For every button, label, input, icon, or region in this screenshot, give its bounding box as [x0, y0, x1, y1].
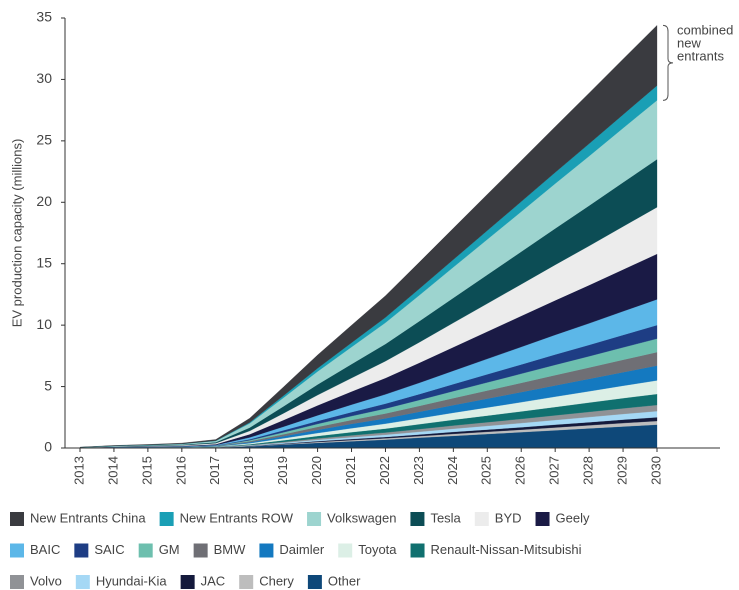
legend-swatch [75, 575, 90, 589]
x-tick-label: 2017 [207, 456, 222, 485]
legend-label: Volvo [30, 573, 62, 588]
x-tick-label: 2026 [513, 456, 528, 485]
x-tick-label: 2015 [139, 456, 154, 485]
area [79, 25, 658, 448]
legend-label: Chery [259, 573, 294, 588]
legend-swatch [338, 543, 353, 558]
y-axis-label: EV production capacity (millions) [9, 139, 24, 328]
x-tick-label: 2022 [377, 456, 392, 485]
x-tick-label: 2024 [445, 456, 460, 485]
x-tick-label: 2028 [581, 456, 596, 485]
legend-swatch [307, 512, 322, 526]
legend-swatch [138, 543, 153, 558]
x-tick-label: 2018 [241, 456, 256, 485]
y-tick-label: 15 [36, 254, 52, 270]
legend-label: SAIC [94, 542, 124, 557]
x-tick-label: 2023 [411, 456, 426, 485]
y-tick-label: 10 [36, 316, 52, 332]
x-tick-label: 2020 [309, 456, 324, 485]
legend-label: New Entrants ROW [180, 510, 294, 525]
x-tick-label: 2027 [547, 456, 562, 485]
legend-swatch [10, 543, 24, 558]
x-tick-label: 2019 [275, 456, 290, 485]
y-tick-label: 20 [36, 193, 52, 209]
x-tick-label: 2025 [479, 456, 494, 485]
legend-label: BAIC [30, 542, 60, 557]
y-tick-label: 30 [36, 70, 52, 86]
x-tick-label: 2013 [71, 456, 86, 485]
x-tick-label: 2030 [648, 456, 663, 485]
legend-swatch [307, 575, 322, 589]
legend-label: Volkswagen [327, 510, 396, 525]
legend-swatch [535, 512, 550, 526]
x-tick-label: 2016 [173, 456, 188, 485]
legend-swatch [74, 543, 89, 558]
legend-swatch [10, 512, 24, 526]
legend-swatch [10, 575, 24, 589]
legend-label: Geely [556, 510, 590, 525]
legend-swatch [159, 512, 174, 526]
y-tick-label: 25 [36, 132, 52, 148]
legend-label: Toyota [358, 542, 397, 557]
legend-label: Daimler [279, 542, 324, 557]
legend-label: New Entrants China [30, 510, 146, 525]
legend-label: Hyundai-Kia [96, 573, 168, 588]
legend-label: JAC [201, 573, 226, 588]
y-tick-label: 35 [36, 9, 52, 25]
legend-label: Other [328, 573, 361, 588]
legend-swatch [259, 543, 274, 558]
legend-label: Renault-Nissan-Mitsubishi [431, 542, 582, 557]
legend-swatch [180, 575, 195, 589]
x-tick-label: 2029 [614, 456, 629, 485]
legend-swatch [410, 512, 425, 526]
legend-swatch [410, 543, 425, 558]
annotation: combined new entrants [677, 23, 733, 64]
legend-label: GM [159, 542, 180, 557]
legend-label: BMW [214, 542, 247, 557]
legend-swatch [239, 575, 254, 589]
y-tick-label: 0 [44, 439, 52, 455]
legend-label: BYD [495, 510, 522, 525]
legend-swatch [474, 512, 489, 526]
x-tick-label: 2021 [343, 456, 358, 485]
legend-label: Tesla [430, 510, 461, 525]
legend-swatch [193, 543, 208, 558]
brace [662, 24, 674, 101]
y-tick-label: 5 [44, 377, 52, 393]
x-tick-label: 2014 [105, 456, 120, 485]
